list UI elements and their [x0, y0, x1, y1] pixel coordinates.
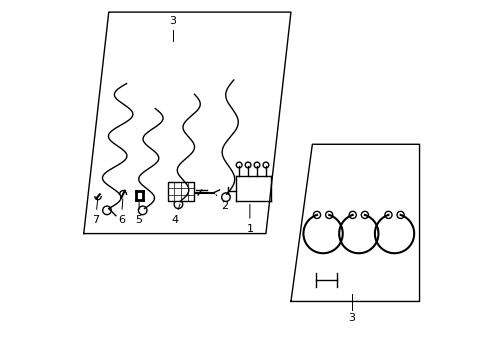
Text: 4: 4: [171, 204, 180, 225]
Text: 6: 6: [118, 199, 124, 225]
Text: 5: 5: [135, 202, 142, 225]
Text: 1: 1: [246, 204, 253, 234]
Text: 3: 3: [169, 16, 176, 26]
FancyBboxPatch shape: [167, 182, 194, 202]
Text: 2: 2: [216, 195, 228, 211]
Text: 3: 3: [347, 312, 354, 323]
Text: 7: 7: [92, 199, 99, 225]
